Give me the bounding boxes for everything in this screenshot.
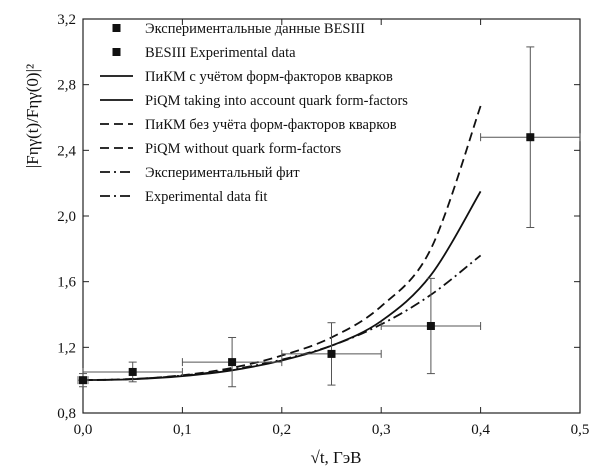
legend-label: PiQM without quark form-factors xyxy=(145,141,341,157)
legend-swatch-marker xyxy=(112,48,121,56)
y-tick-label: 0,8 xyxy=(57,406,76,422)
data-point xyxy=(480,46,581,228)
legend-item: Экспериментальный фит xyxy=(100,165,300,181)
y-tick-label: 2,8 xyxy=(57,78,76,94)
legend-item: ПиКМ с учётом форм-факторов кварков xyxy=(100,69,393,85)
legend-swatch-marker xyxy=(112,24,121,32)
y-tick-label: 2,4 xyxy=(57,143,76,159)
x-tick-label: 0,2 xyxy=(272,422,291,438)
x-tick-label: 0,3 xyxy=(372,422,391,438)
data-point-marker xyxy=(128,367,137,376)
legend-label: Experimental data fit xyxy=(145,189,267,205)
x-tick-label: 0,4 xyxy=(471,422,490,438)
x-tick-label: 0,5 xyxy=(571,422,590,438)
y-tick-label: 1,6 xyxy=(57,275,76,291)
data-point-marker xyxy=(327,349,336,358)
data-point xyxy=(181,336,283,388)
data-point-marker xyxy=(526,133,535,142)
legend-label: Экспериментальный фит xyxy=(145,165,300,181)
data-point-marker xyxy=(79,376,87,385)
data-point xyxy=(281,322,382,386)
y-tick-label: 3,2 xyxy=(57,12,76,28)
legend-label: ПиКМ без учёта форм-факторов кварков xyxy=(145,117,397,133)
x-axis-title: √t, ГэВ xyxy=(310,448,361,467)
data-point xyxy=(380,277,482,375)
data-point-marker xyxy=(426,321,435,330)
legend-item: ПиКМ без учёта форм-факторов кварков xyxy=(100,117,397,133)
legend-item: Экспериментальные данные BESIII xyxy=(112,21,365,37)
x-tick-label: 0,1 xyxy=(173,422,192,438)
x-tick-label: 0,0 xyxy=(74,422,93,438)
legend-item: Experimental data fit xyxy=(100,189,267,205)
legend-item: PiQM without quark form-factors xyxy=(100,141,341,157)
legend-item: BESIII Experimental data xyxy=(112,45,296,61)
legend-label: Экспериментальные данные BESIII xyxy=(145,21,365,37)
series-line-dashed xyxy=(82,105,482,382)
legend-item: PiQM taking into account quark form-fact… xyxy=(100,93,408,109)
y-tick-label: 1,2 xyxy=(57,340,76,356)
data-point xyxy=(82,361,183,383)
data-point xyxy=(77,373,89,388)
y-tick-label: 2,0 xyxy=(57,209,76,225)
y-axis-title: |Fηγ(t)/Fηγ(0)|² xyxy=(23,64,42,168)
legend-label: PiQM taking into account quark form-fact… xyxy=(145,93,408,109)
data-point-marker xyxy=(228,358,237,367)
legend-label: BESIII Experimental data xyxy=(145,45,296,61)
legend-label: ПиКМ с учётом форм-факторов кварков xyxy=(145,69,393,85)
